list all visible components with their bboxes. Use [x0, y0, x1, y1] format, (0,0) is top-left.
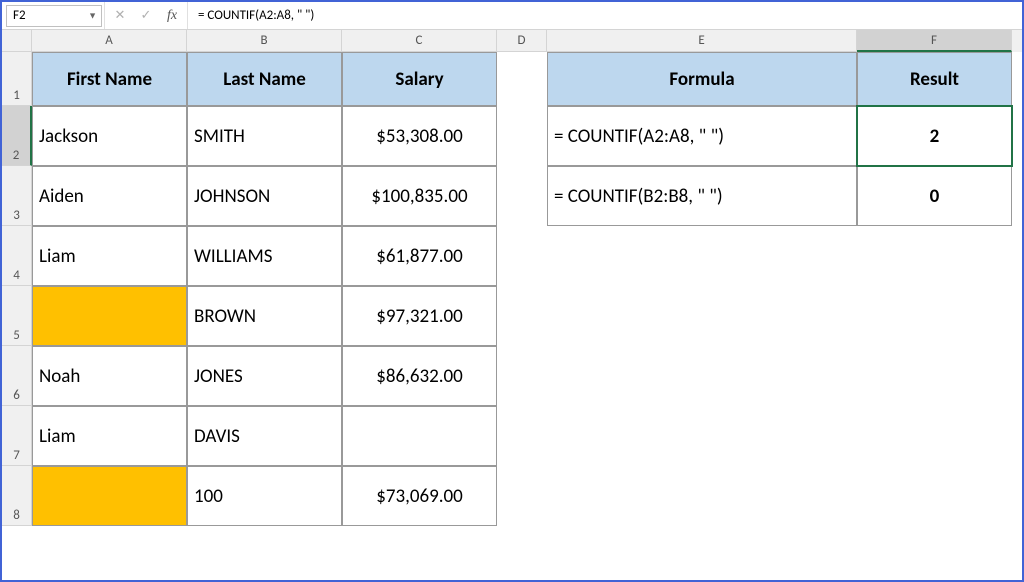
spreadsheet-grid: A B C D E F 1 First Name Last Name Salar… — [2, 30, 1022, 580]
cell-F7[interactable] — [857, 406, 1012, 466]
cell-E2[interactable]: = COUNTIF(A2:A8, " ") — [547, 106, 857, 166]
header-first-name[interactable]: First Name — [32, 52, 187, 106]
cell-E8[interactable] — [547, 466, 857, 526]
select-all-corner[interactable] — [2, 30, 32, 52]
col-header-A[interactable]: A — [32, 30, 187, 52]
cell-B4[interactable]: WILLIAMS — [187, 226, 342, 286]
cell-B2[interactable]: SMITH — [187, 106, 342, 166]
cell-E6[interactable] — [547, 346, 857, 406]
row-8: 8 100 $73,069.00 — [2, 466, 1022, 526]
cell-E4[interactable] — [547, 226, 857, 286]
row-header-6[interactable]: 6 — [2, 346, 32, 406]
cell-A7[interactable]: Liam — [32, 406, 187, 466]
row-1: 1 First Name Last Name Salary Formula Re… — [2, 52, 1022, 106]
cell-A6[interactable]: Noah — [32, 346, 187, 406]
cell-D7[interactable] — [497, 406, 547, 466]
row-header-3[interactable]: 3 — [2, 166, 32, 226]
cell-F3[interactable]: 0 — [857, 166, 1012, 226]
cell-B5[interactable]: BROWN — [187, 286, 342, 346]
cell-B7[interactable]: DAVIS — [187, 406, 342, 466]
cancel-icon: ✕ — [107, 5, 133, 27]
row-2: 2 Jackson SMITH $53,308.00 = COUNTIF(A2:… — [2, 106, 1022, 166]
cell-B3[interactable]: JOHNSON — [187, 166, 342, 226]
row-header-8[interactable]: 8 — [2, 466, 32, 526]
cell-D1[interactable] — [497, 52, 547, 106]
cell-E7[interactable] — [547, 406, 857, 466]
cell-A2[interactable]: Jackson — [32, 106, 187, 166]
row-3: 3 Aiden JOHNSON $100,835.00 = COUNTIF(B2… — [2, 166, 1022, 226]
row-header-4[interactable]: 4 — [2, 226, 32, 286]
row-6: 6 Noah JONES $86,632.00 — [2, 346, 1022, 406]
chevron-down-icon[interactable]: ▼ — [88, 10, 97, 21]
divider — [104, 2, 105, 29]
cell-A3[interactable]: Aiden — [32, 166, 187, 226]
cell-C7[interactable] — [342, 406, 497, 466]
cell-F8[interactable] — [857, 466, 1012, 526]
fx-icon[interactable]: fx — [159, 5, 185, 27]
col-header-C[interactable]: C — [342, 30, 497, 52]
cell-D8[interactable] — [497, 466, 547, 526]
row-4: 4 Liam WILLIAMS $61,877.00 — [2, 226, 1022, 286]
header-result[interactable]: Result — [857, 52, 1012, 106]
row-7: 7 Liam DAVIS — [2, 406, 1022, 466]
col-header-D[interactable]: D — [497, 30, 547, 52]
cell-C6[interactable]: $86,632.00 — [342, 346, 497, 406]
cell-E5[interactable] — [547, 286, 857, 346]
row-header-7[interactable]: 7 — [2, 406, 32, 466]
row-header-2[interactable]: 2 — [2, 106, 32, 166]
cell-F4[interactable] — [857, 226, 1012, 286]
cell-D2[interactable] — [497, 106, 547, 166]
cell-F2-active[interactable]: 2 — [857, 106, 1012, 166]
header-salary[interactable]: Salary — [342, 52, 497, 106]
formula-input[interactable]: = COUNTIF(A2:A8, " ") — [190, 8, 1018, 23]
cell-B6[interactable]: JONES — [187, 346, 342, 406]
row-header-1[interactable]: 1 — [2, 52, 32, 106]
col-header-F[interactable]: F — [857, 30, 1012, 52]
cell-D3[interactable] — [497, 166, 547, 226]
cell-F6[interactable] — [857, 346, 1012, 406]
row-5: 5 BROWN $97,321.00 — [2, 286, 1022, 346]
column-headers-row: A B C D E F — [2, 30, 1022, 52]
cell-C2[interactable]: $53,308.00 — [342, 106, 497, 166]
col-header-B[interactable]: B — [187, 30, 342, 52]
cell-C5[interactable]: $97,321.00 — [342, 286, 497, 346]
row-header-5[interactable]: 5 — [2, 286, 32, 346]
cell-F5[interactable] — [857, 286, 1012, 346]
cell-C3[interactable]: $100,835.00 — [342, 166, 497, 226]
name-box-value: F2 — [13, 8, 26, 23]
cell-B8[interactable]: 100 — [187, 466, 342, 526]
cell-D5[interactable] — [497, 286, 547, 346]
header-formula[interactable]: Formula — [547, 52, 857, 106]
col-header-E[interactable]: E — [547, 30, 857, 52]
formula-bar: F2 ▼ ✕ ✓ fx = COUNTIF(A2:A8, " ") — [2, 2, 1022, 30]
divider — [187, 2, 188, 29]
cell-A5[interactable] — [32, 286, 187, 346]
header-last-name[interactable]: Last Name — [187, 52, 342, 106]
cell-A8[interactable] — [32, 466, 187, 526]
cell-C4[interactable]: $61,877.00 — [342, 226, 497, 286]
name-box[interactable]: F2 ▼ — [6, 5, 102, 27]
cell-E3[interactable]: = COUNTIF(B2:B8, " ") — [547, 166, 857, 226]
confirm-icon: ✓ — [133, 5, 159, 27]
cell-A4[interactable]: Liam — [32, 226, 187, 286]
cell-D6[interactable] — [497, 346, 547, 406]
cell-D4[interactable] — [497, 226, 547, 286]
cell-C8[interactable]: $73,069.00 — [342, 466, 497, 526]
